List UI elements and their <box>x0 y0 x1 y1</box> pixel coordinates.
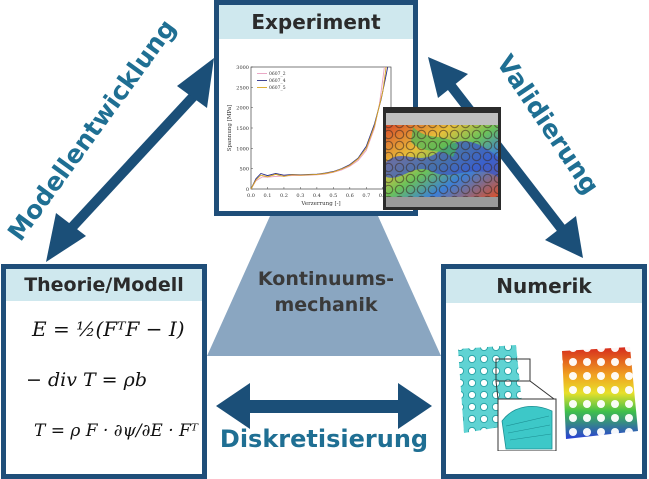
equation-strain: E = ½(FᵀF − I) <box>32 317 185 341</box>
legend-entry: 0607_2 <box>269 71 286 77</box>
y-tick-label: 2000 <box>236 106 249 112</box>
legend-entry: 0607_5 <box>269 85 286 91</box>
x-tick-label: 0.6 <box>346 193 354 199</box>
x-tick-label: 0.4 <box>313 193 321 199</box>
fem-simulation-image <box>458 345 640 451</box>
diskretisierung-arrow <box>216 383 432 429</box>
stress-strain-chart: 0.0 0.1 0.2 0.3 0.4 0.5 0.6 0.7 0.8 0 500 1000 1500 2… <box>227 65 392 207</box>
x-tick-label: 0.5 <box>329 193 337 199</box>
y-tick-label: 1000 <box>236 146 249 152</box>
equation-stress: T = ρ F · ∂ψ/∂E · Fᵀ <box>34 421 198 441</box>
theory-panel: Theorie/Modell E = ½(FᵀF − I) − div T = … <box>1 264 207 479</box>
y-axis-label: Spannung [MPa] <box>227 105 233 152</box>
x-tick-label: 0.1 <box>263 193 271 199</box>
y-tick-label: 2500 <box>236 85 249 91</box>
x-tick-label: 0.0 <box>247 193 255 199</box>
x-tick-label: 0.8 <box>379 193 387 199</box>
legend-entry: 0607_4 <box>269 78 286 84</box>
chart-plot-area <box>250 66 392 190</box>
trapezoid-shape <box>207 216 441 356</box>
experiment-title: Experiment <box>219 5 413 39</box>
x-tick-label: 0.7 <box>362 193 370 199</box>
x-tick-label: 0.3 <box>296 193 304 199</box>
y-tick-label: 500 <box>239 167 249 173</box>
label-diskretisierung: Diskretisierung <box>219 425 429 453</box>
x-axis-label: Verzerrung [-] <box>300 201 340 207</box>
numerics-title: Numerik <box>446 269 642 303</box>
y-tick-label: 3000 <box>236 65 249 71</box>
y-tick-label: 0 <box>246 187 249 193</box>
center-label-line2: mechanik <box>274 294 378 316</box>
theory-title: Theorie/Modell <box>6 269 202 301</box>
center-label: Kontinuums- mechanik <box>226 266 426 318</box>
modellentwicklung-arrow <box>46 58 214 262</box>
specimen-dic-image <box>383 107 501 210</box>
x-tick-label: 0.2 <box>280 193 288 199</box>
equation-balance: − div T = ρb <box>26 369 147 391</box>
center-label-line1: Kontinuums- <box>257 268 395 290</box>
numerics-panel: Numerik <box>441 264 647 479</box>
series-line-0607_5 <box>250 66 387 190</box>
y-tick-label: 1500 <box>236 126 249 132</box>
